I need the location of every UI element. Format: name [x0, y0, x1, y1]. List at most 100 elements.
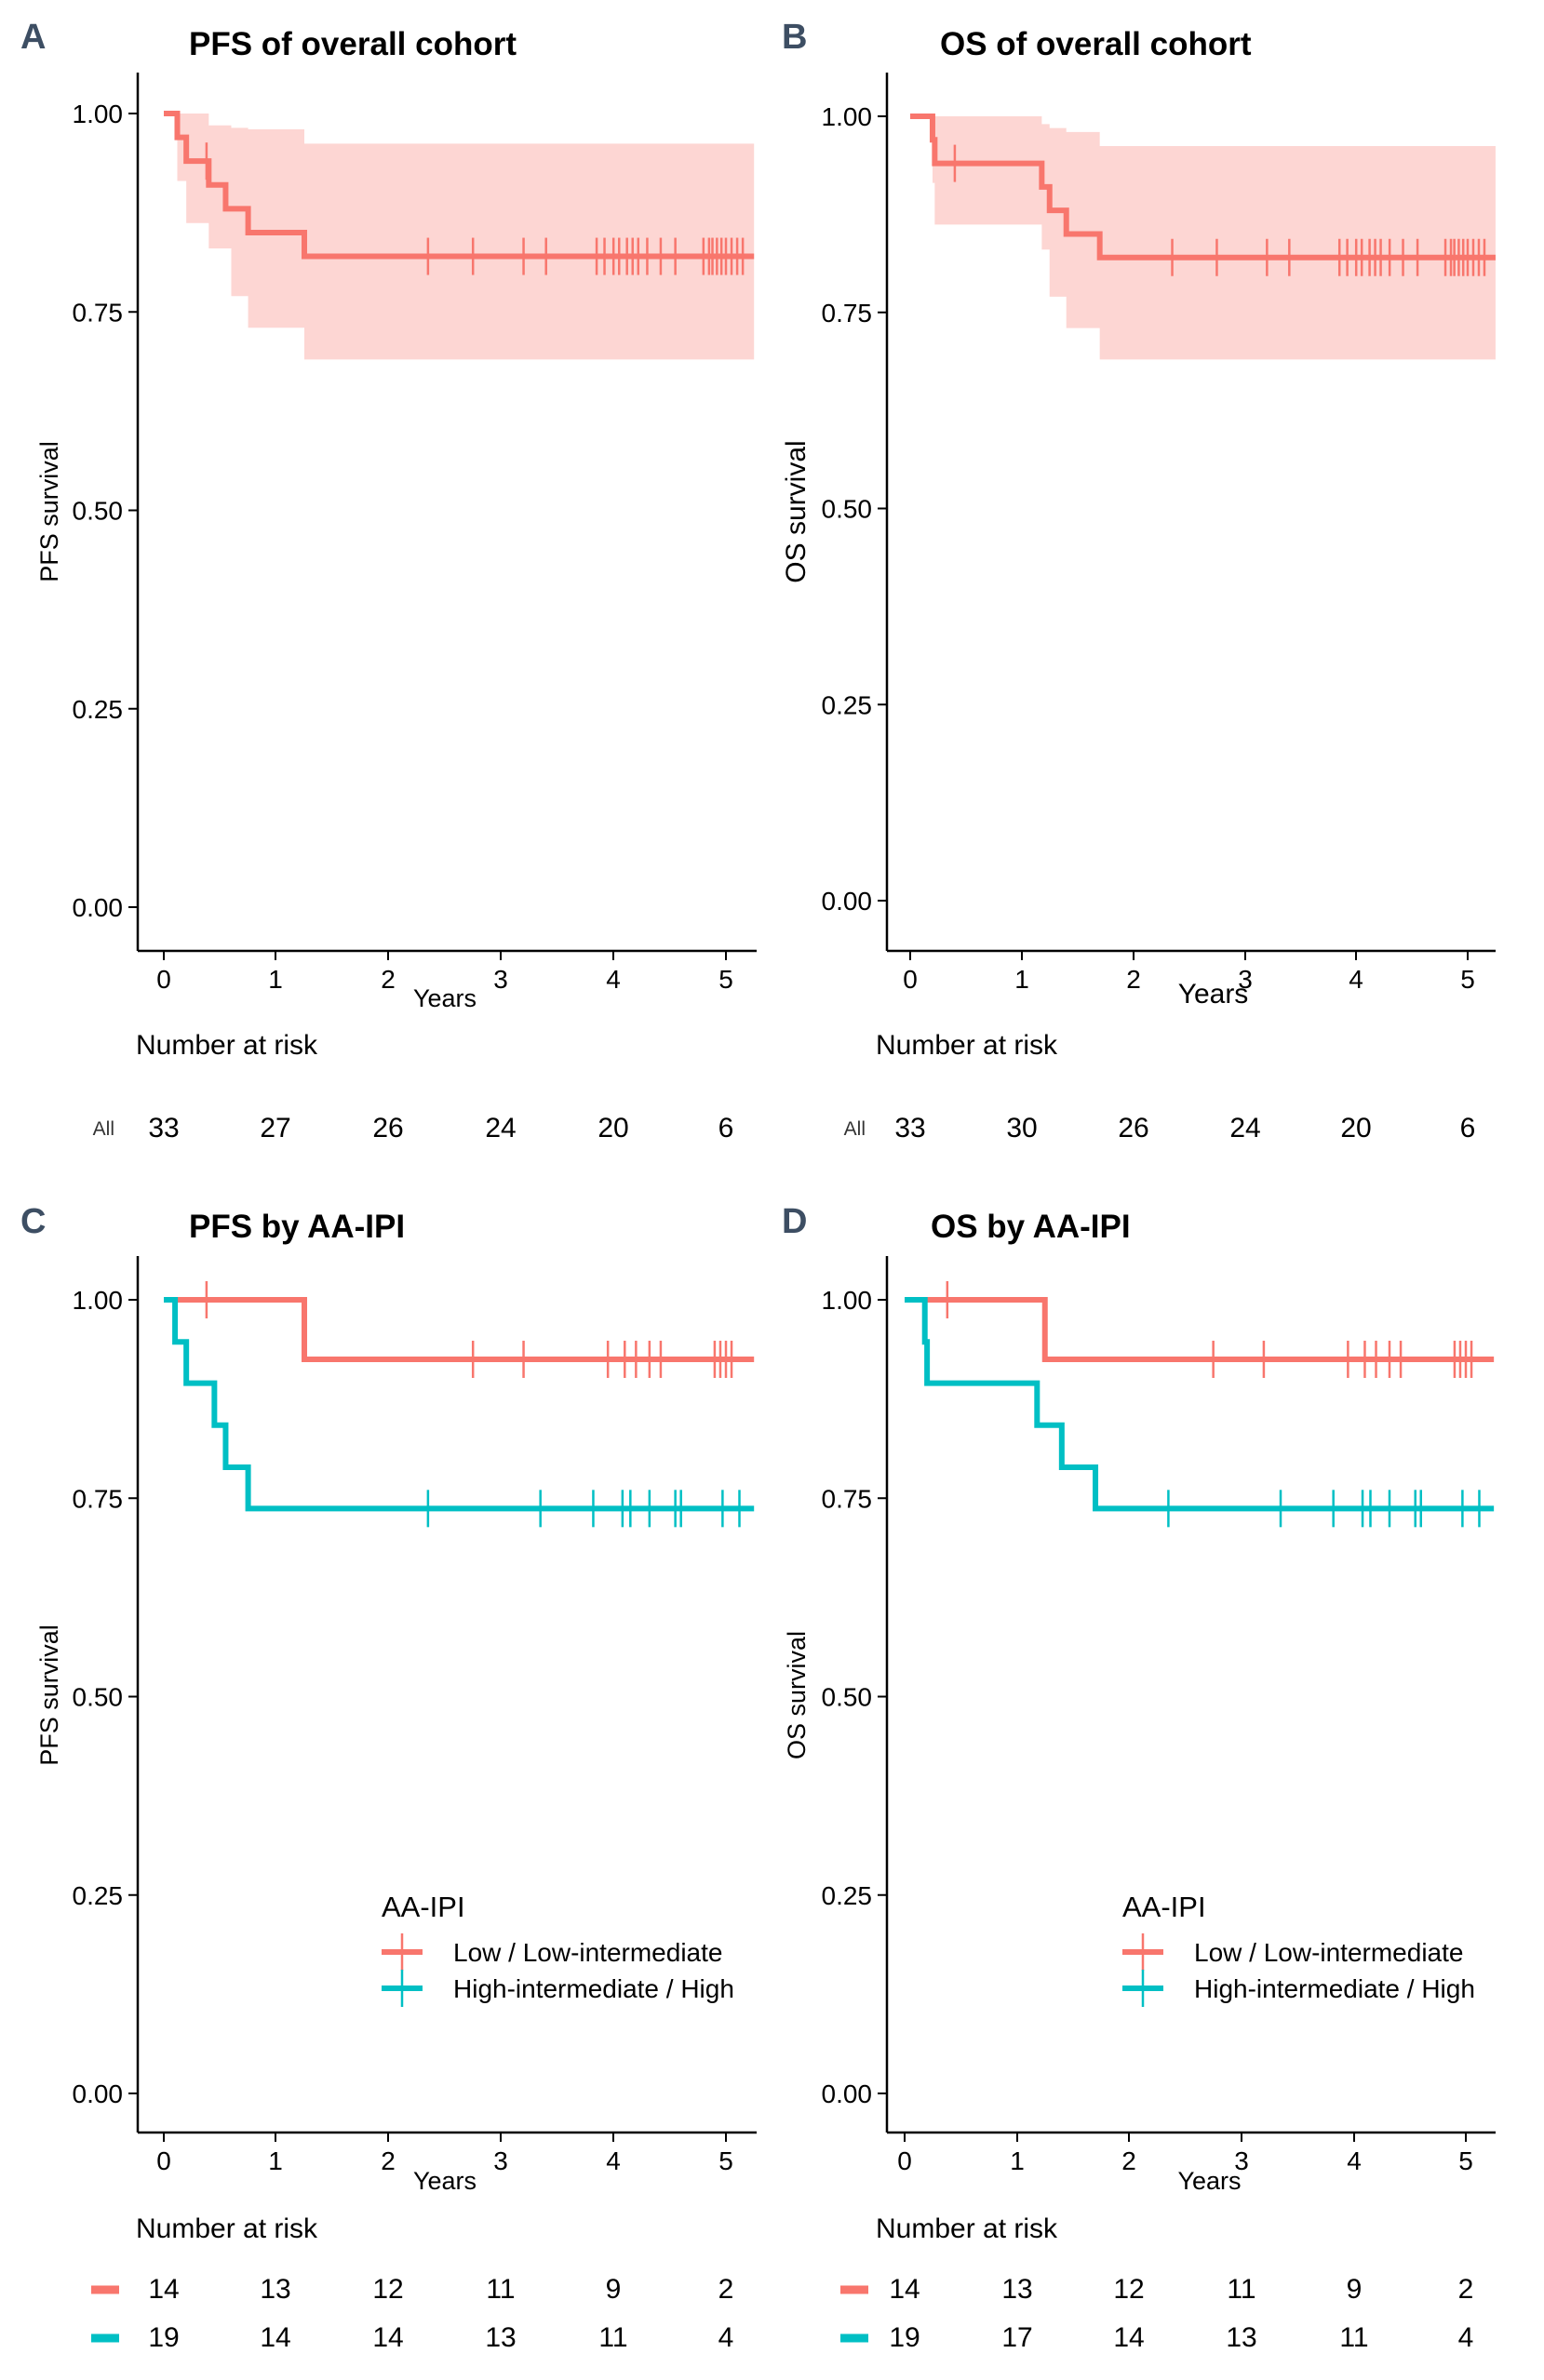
risk-count: 2 — [1458, 2274, 1474, 2305]
panel-title: OS of overall cohort — [940, 26, 1252, 62]
survival-curve — [164, 111, 755, 260]
x-tick-label: 3 — [1238, 965, 1253, 994]
risk-count: 20 — [597, 1113, 628, 1143]
x-axis-label: Years — [1177, 2167, 1241, 2195]
confidence-band — [164, 114, 755, 360]
legend-title: AA-IPI — [1122, 1891, 1206, 1923]
survival-curve — [910, 114, 1496, 261]
risk-count: 20 — [1340, 1113, 1371, 1143]
y-tick-label: 0.75 — [73, 1484, 124, 1513]
risk-row-label: All — [844, 1118, 866, 1140]
risk-count: 11 — [486, 2274, 515, 2305]
y-tick-label: 0.25 — [822, 1881, 873, 1910]
risk-count: 13 — [1226, 2322, 1256, 2353]
x-tick-label: 3 — [493, 965, 508, 994]
y-tick-label: 1.00 — [73, 100, 124, 128]
x-tick-label: 5 — [1458, 2146, 1473, 2175]
legend-label: Low / Low-intermediate — [453, 1938, 722, 1967]
risk-count: 14 — [1113, 2322, 1144, 2353]
y-tick-label: 0.50 — [73, 497, 124, 526]
x-tick-label: 4 — [606, 2146, 621, 2175]
y-axis-label: PFS survival — [35, 441, 63, 582]
risk-count: 11 — [598, 2322, 627, 2353]
y-tick-label: 0.75 — [822, 1484, 873, 1513]
legend-label: Low / Low-intermediate — [1194, 1938, 1463, 1967]
risk-count: 13 — [1001, 2274, 1032, 2305]
risk-table-title: Number at risk — [136, 1030, 318, 1061]
confidence-band — [910, 116, 1496, 360]
y-tick-label: 0.75 — [73, 298, 124, 327]
risk-count: 14 — [372, 2322, 403, 2353]
risk-count: 24 — [485, 1113, 516, 1143]
x-tick-label: 2 — [381, 965, 396, 994]
y-tick-label: 1.00 — [822, 102, 873, 131]
y-tick-label: 0.50 — [73, 1683, 124, 1712]
risk-count: 13 — [485, 2322, 516, 2353]
y-tick-label: 0.25 — [822, 690, 873, 719]
x-tick-label: 5 — [718, 965, 733, 994]
risk-count: 17 — [1001, 2322, 1032, 2353]
x-tick-label: 0 — [156, 2146, 171, 2175]
risk-count: 19 — [148, 2322, 179, 2353]
y-tick-label: 1.00 — [822, 1286, 873, 1315]
x-axis-label: Years — [413, 984, 477, 1012]
risk-count: 4 — [718, 2322, 734, 2353]
risk-count: 6 — [718, 1113, 734, 1143]
risk-table-title: Number at risk — [136, 2213, 318, 2244]
x-tick-label: 1 — [1014, 965, 1029, 994]
risk-count: 9 — [606, 2274, 622, 2305]
legend-label: High-intermediate / High — [453, 1974, 734, 2003]
y-tick-label: 1.00 — [73, 1286, 124, 1315]
survival-curve — [905, 1297, 1495, 1512]
panel-title: PFS by AA-IPI — [189, 1209, 405, 1245]
x-tick-label: 1 — [268, 2146, 283, 2175]
risk-table-title: Number at risk — [876, 1030, 1058, 1061]
survival-curve — [905, 1297, 1495, 1362]
y-tick-label: 0.25 — [73, 1881, 124, 1910]
y-tick-label: 0.50 — [822, 495, 873, 524]
risk-count: 9 — [1347, 2274, 1363, 2305]
risk-count: 14 — [148, 2274, 179, 2305]
y-tick-label: 0.00 — [73, 2079, 124, 2108]
risk-count: 12 — [1113, 2274, 1144, 2305]
y-axis-label: PFS survival — [35, 1625, 63, 1766]
risk-count: 33 — [148, 1113, 179, 1143]
y-tick-label: 0.00 — [822, 887, 873, 916]
x-tick-label: 3 — [1234, 2146, 1249, 2175]
panel-label: B — [782, 18, 807, 57]
risk-count: 30 — [1006, 1113, 1037, 1143]
y-axis-label: OS survival — [783, 1631, 811, 1759]
x-tick-label: 5 — [1460, 965, 1475, 994]
y-tick-label: 0.00 — [822, 2079, 873, 2108]
survival-curve — [164, 1297, 755, 1362]
panel-label: D — [782, 1202, 807, 1241]
x-tick-label: 4 — [1349, 965, 1363, 994]
x-tick-label: 0 — [903, 965, 918, 994]
risk-count: 26 — [1118, 1113, 1148, 1143]
x-tick-label: 0 — [156, 965, 171, 994]
x-axis-label: Years — [1178, 979, 1249, 1009]
y-tick-label: 0.25 — [73, 695, 124, 724]
x-tick-label: 2 — [1121, 2146, 1136, 2175]
risk-table-title: Number at risk — [876, 2213, 1058, 2244]
risk-count: 6 — [1460, 1113, 1476, 1143]
survival-curve — [164, 1297, 755, 1512]
y-tick-label: 0.00 — [73, 893, 124, 922]
x-tick-label: 5 — [718, 2146, 733, 2175]
x-tick-label: 1 — [1010, 2146, 1025, 2175]
risk-count: 27 — [260, 1113, 290, 1143]
risk-count: 12 — [372, 2274, 403, 2305]
x-tick-label: 4 — [1347, 2146, 1362, 2175]
risk-count: 33 — [894, 1113, 925, 1143]
risk-count: 11 — [1227, 2274, 1255, 2305]
panel-label: A — [20, 18, 46, 57]
x-tick-label: 2 — [381, 2146, 396, 2175]
y-tick-label: 0.50 — [822, 1683, 873, 1712]
risk-count: 19 — [889, 2322, 920, 2353]
legend-title: AA-IPI — [382, 1891, 465, 1923]
x-tick-label: 0 — [897, 2146, 912, 2175]
x-tick-label: 3 — [493, 2146, 508, 2175]
